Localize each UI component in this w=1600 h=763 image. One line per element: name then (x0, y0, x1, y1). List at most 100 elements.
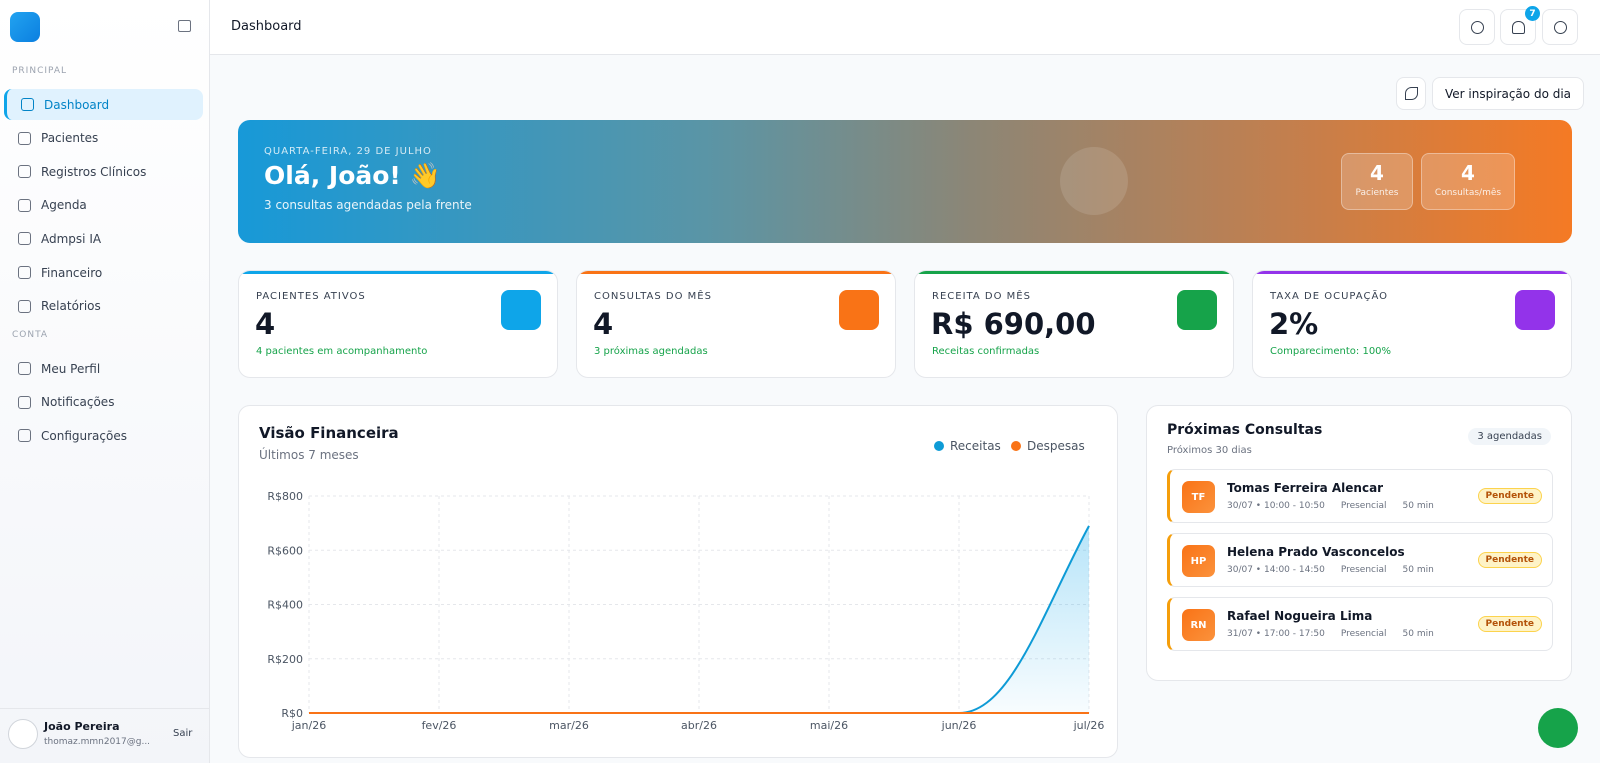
nav-item[interactable]: Admpsi IA (4, 223, 203, 254)
kpi-label: CONSULTAS DO MÊS (594, 291, 712, 302)
nav-label: Notificações (41, 395, 115, 410)
kpi-icon (1177, 290, 1217, 330)
search-button[interactable] (1459, 9, 1495, 45)
nav-label: Admpsi IA (41, 231, 102, 246)
nav-item[interactable]: Relatórios (4, 291, 203, 322)
nav-item[interactable]: Financeiro (4, 257, 203, 288)
inspiration-button[interactable]: Ver inspiração do dia (1432, 77, 1585, 110)
y-tick-label: R$0 (281, 707, 303, 720)
legend-swatch (1011, 441, 1021, 451)
kpi-note: 4 pacientes em acompanhamento (256, 346, 428, 357)
nav-icon (18, 299, 31, 313)
x-tick-label: mai/26 (810, 719, 848, 732)
chart: Visão Financeira Últimos 7 meses R$0 R$20… (259, 424, 1105, 732)
hide-button[interactable] (1396, 77, 1426, 110)
appointment[interactable]: TF Tomas Ferreira Alencar 30/07 • 10:00 - … (1167, 469, 1553, 523)
avatar (8, 719, 38, 749)
appointments-subtitle: Próximos 30 dias (1167, 445, 1252, 456)
status: Pendente (1477, 552, 1542, 568)
nav-item[interactable]: Notificações (4, 387, 203, 418)
hero-greeting: Olá, João! 👋 (264, 161, 441, 190)
hero-subtitle: 3 consultas agendadas pela frente (264, 198, 472, 212)
legend-swatch (934, 441, 944, 451)
kpi-accent (1253, 271, 1571, 274)
nav-icon (18, 266, 31, 279)
kpi-note: Receitas confirmadas (932, 346, 1040, 357)
decoration (1060, 147, 1128, 215)
appointments-card: Próximas Consultas Próximos 30 dias 3 ag… (1146, 405, 1572, 681)
nav-icon (18, 165, 31, 179)
user-panel: João Pereira thomaz.mmn2017@g... Sair (0, 708, 210, 763)
nav-icon (18, 429, 31, 443)
kpi-card: RECEITA DO MÊS R$ 690,00 Receitas confirma… (914, 270, 1234, 378)
chat-button[interactable] (1538, 708, 1578, 748)
x-tick-label: abr/26 (681, 719, 717, 732)
logo[interactable] (10, 12, 40, 42)
notification-badge: 7 (1525, 6, 1540, 21)
hero-stat-value: 4 (1370, 161, 1384, 185)
nav-item[interactable]: Pacientes (4, 123, 203, 154)
nav-item[interactable]: Agenda (4, 190, 203, 221)
kpi-value: 4 (255, 307, 276, 341)
kpi-icon (839, 290, 879, 330)
nav-icon (21, 98, 34, 111)
y-tick-label: R$400 (267, 599, 303, 612)
y-tick-label: R$600 (267, 544, 303, 557)
help-button[interactable] (1542, 9, 1578, 45)
kpi-label: TAXA DE OCUPAÇÃO (1270, 291, 1388, 302)
section-title: PRINCIPAL (12, 66, 68, 76)
kpi-note: 3 próximas agendadas (594, 346, 708, 357)
kpi-accent (239, 271, 557, 274)
sidebar: João Pereira thomaz.mmn2017@g... Sair PR… (0, 0, 210, 763)
y-tick-label: R$200 (267, 653, 303, 666)
kpi-icon (501, 290, 541, 330)
kpi-note: Comparecimento: 100% (1270, 346, 1392, 357)
appointment-mode: Presencial (1340, 629, 1387, 639)
appointment-meta: 31/07 • 17:00 - 17:50 Presencial 50 min (1227, 629, 1434, 639)
patient-name: Tomas Ferreira Alencar (1227, 481, 1384, 495)
hero-stat-label: Pacientes (1355, 188, 1399, 198)
user-email: thomaz.mmn2017@g... (44, 737, 151, 747)
appointment-time: 31/07 • 17:00 - 17:50 (1227, 629, 1325, 639)
hero-stat-label: Consultas/mês (1434, 188, 1502, 198)
chart-card: Visão Financeira Últimos 7 meses R$0 R$20… (238, 405, 1118, 758)
appointment-mode: Presencial (1340, 501, 1387, 511)
kpi-value: 4 (593, 307, 614, 341)
appointments-title: Próximas Consultas (1167, 422, 1323, 438)
hero-stat-value: 4 (1461, 161, 1475, 185)
initials: TF (1182, 481, 1215, 513)
nav-item[interactable]: Registros Clínicos (4, 156, 203, 187)
logout[interactable]: Sair (173, 728, 193, 739)
legend-label: Receitas (950, 439, 1001, 453)
chart-title: Visão Financeira (259, 424, 399, 442)
patient-name: Rafael Nogueira Lima (1227, 609, 1373, 623)
hero-banner: QUARTA-FEIRA, 29 DE JULHO Olá, João! 👋 3… (238, 120, 1572, 243)
x-tick-label: fev/26 (422, 719, 457, 732)
legend-label: Despesas (1027, 439, 1085, 453)
collapse-button[interactable] (178, 20, 191, 32)
kpi-label: PACIENTES ATIVOS (256, 291, 366, 302)
nav-item[interactable]: Dashboard (4, 89, 203, 120)
nav-label: Financeiro (41, 265, 103, 280)
patient-name: Helena Prado Vasconcelos (1227, 545, 1405, 559)
appointment-time: 30/07 • 14:00 - 14:50 (1227, 565, 1325, 575)
appointment[interactable]: HP Helena Prado Vasconcelos 30/07 • 14:00 … (1167, 533, 1553, 587)
appointment[interactable]: RN Rafael Nogueira Lima 31/07 • 17:00 - 17… (1167, 597, 1553, 651)
hero-stat: 4 Consultas/mês (1421, 153, 1515, 210)
kpi-accent (577, 271, 895, 274)
section-title: CONTA (12, 330, 49, 340)
appointment-time: 30/07 • 10:00 - 10:50 (1227, 501, 1325, 511)
kpi-accent (915, 271, 1233, 274)
initials: RN (1182, 609, 1215, 641)
appointment-duration: 50 min (1402, 629, 1434, 639)
nav-item[interactable]: Configurações (4, 420, 203, 451)
nav-label: Meu Perfil (41, 361, 101, 376)
nav-icon (18, 362, 31, 375)
nav-item[interactable]: Meu Perfil (4, 353, 203, 384)
nav-label: Relatórios (41, 299, 101, 314)
kpi-card: CONSULTAS DO MÊS 4 3 próximas agendadas (576, 270, 896, 378)
nav-label: Registros Clínicos (41, 164, 147, 179)
user-name: João Pereira (44, 720, 120, 733)
appointment-duration: 50 min (1402, 565, 1434, 575)
x-tick-label: jul/26 (1073, 719, 1105, 732)
